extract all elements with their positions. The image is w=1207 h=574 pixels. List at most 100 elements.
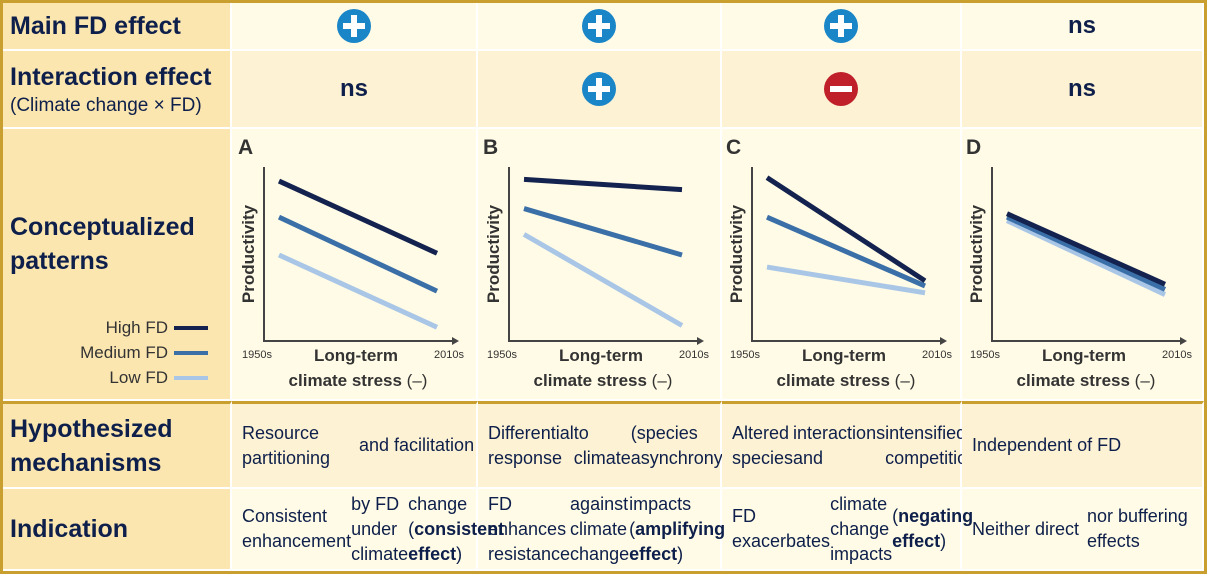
x-axis-label-2: climate stress (–) [1017,371,1156,390]
panel-a: A Productivity 1950s 2010s Long-term cli… [232,129,478,401]
mechanism-a: Resource partitioning and facilitation [232,401,478,489]
x-axis-arrow-icon [452,337,459,345]
mechanism-c: Altered species interactions and intensifi… [722,401,977,489]
indication-line: by FD under climate [351,493,409,564]
interaction-effect-a: ns [232,51,478,129]
line-high-fd [523,176,683,193]
axes [508,167,699,342]
indication-c: FD exacerbates climate change impacts (neg… [722,489,973,571]
interaction-effect-d: ns [962,51,1204,129]
y-axis-label: Productivity [484,204,503,303]
effect-type: consistent effect [408,518,505,564]
indication-line: climate change impacts [830,493,893,564]
label-text: Conceptualized patterns [10,213,195,275]
ns-label: ns [1067,75,1096,102]
indication-line: impacts (amplifying effect) [629,492,725,567]
x-tick-start: 1950s [487,349,517,361]
main-effect-d: ns [962,3,1204,51]
row-label-patterns: Conceptualized patterns High FD Medium F… [3,129,232,401]
x-tick-start: 1950s [970,349,1000,361]
text: ) [940,531,947,551]
x-axis-label-1: Long-term [559,346,643,365]
legend-low: Low FD [109,361,208,395]
mechanism-line: (species asynchrony) [630,422,729,468]
pattern-chart: D Productivity 1950s 2010s Long-term cli… [966,136,1192,390]
x-axis-arrow-icon [1180,337,1187,345]
panel-letter: A [238,136,253,159]
x-axis-arrow-icon [697,337,704,345]
interaction-effect-b [478,51,722,129]
legend-medium: Medium FD [80,336,208,370]
interaction-effect-c [722,51,962,129]
line-low-fd [766,264,926,296]
indication-line: FD enhances resistance [488,493,571,564]
line-high-fd [765,175,927,283]
pattern-chart: C Productivity 1950s 2010s Long-term cli… [726,136,952,390]
legend-label: High FD [105,318,168,337]
x-tick-end: 2010s [434,349,464,361]
panel-letter: D [966,136,981,159]
main-effect-b [478,3,722,51]
x-axis-label-2: climate stress (–) [777,371,916,390]
legend-swatch [174,351,208,355]
mechanism-d: Independent of FD [962,401,1204,489]
x-tick-end: 2010s [922,349,952,361]
ns-label: ns [1067,12,1096,39]
indication-line: change (consistent effect) [408,492,504,567]
legend-swatch [174,376,208,380]
ns-label: ns [339,75,368,102]
line-medium-fd [766,214,926,289]
x-tick-start: 1950s [730,349,760,361]
indication-a: Consistent enhancement by FD under climat… [232,489,504,571]
main-effect-a [232,3,478,51]
indication-line: Neither direct [972,518,1080,539]
text: ) [456,543,463,564]
indication-d: Neither direct nor buffering effects [962,489,1204,571]
mechanism-line: to climate [573,422,631,468]
indication-b: FD enhances resistance against climate ch… [478,489,725,571]
plus-circle-icon [824,9,858,43]
line-medium-fd [1005,214,1167,292]
line-low-fd [1005,218,1167,297]
line-high-fd [1005,211,1167,287]
row-label-indication: Indication [3,489,232,571]
axes [991,167,1182,342]
pattern-chart: B Productivity 1950s 2010s Long-term cli… [483,136,709,390]
mechanism-line: Altered species [732,422,794,468]
y-axis-label: Productivity [239,204,258,303]
panel-b: B Productivity 1950s 2010s Long-term cli… [478,129,722,401]
line-medium-fd [523,206,683,258]
text: change ( [408,493,468,539]
minus-circle-icon [824,72,858,106]
x-tick-end: 2010s [679,349,709,361]
row-label-interaction: Interaction effect (Climate change × FD) [3,51,232,129]
effect-type: amplifying effect [629,518,726,564]
indication-line: against climate change [570,493,630,564]
mechanism-line: intensified competition [885,422,978,468]
x-axis-label-1: Long-term [802,346,886,365]
indication-line: nor buffering effects [1087,506,1188,551]
y-axis-label: Productivity [727,204,746,303]
plus-circle-icon [582,9,616,43]
line-medium-fd [277,214,439,294]
mechanism-line: interactions and [793,422,886,468]
row-label-mechanisms: Hypothesized mechanisms [3,401,232,489]
plus-circle-icon [337,9,371,43]
x-axis-label-2: climate stress (–) [289,371,428,390]
x-axis-arrow-icon [940,337,947,345]
legend-high: High FD [106,311,208,345]
panel-letter: B [483,136,498,159]
legend-label: Low FD [109,368,168,387]
panel-c: C Productivity 1950s 2010s Long-term cli… [722,129,962,401]
text: impacts ( [629,493,692,539]
label-text: Main FD effect [10,12,181,40]
effect-type: negating effect [892,506,974,551]
plus-circle-icon [582,72,616,106]
text: ( [892,506,899,526]
label-text: Interaction effect [10,63,212,91]
line-high-fd [277,178,439,256]
x-axis-label-2: climate stress (–) [534,371,673,390]
x-axis-label-1: Long-term [314,346,398,365]
mechanism-line: Differential response [488,422,574,468]
row-label-main-effect: Main FD effect [3,3,232,51]
